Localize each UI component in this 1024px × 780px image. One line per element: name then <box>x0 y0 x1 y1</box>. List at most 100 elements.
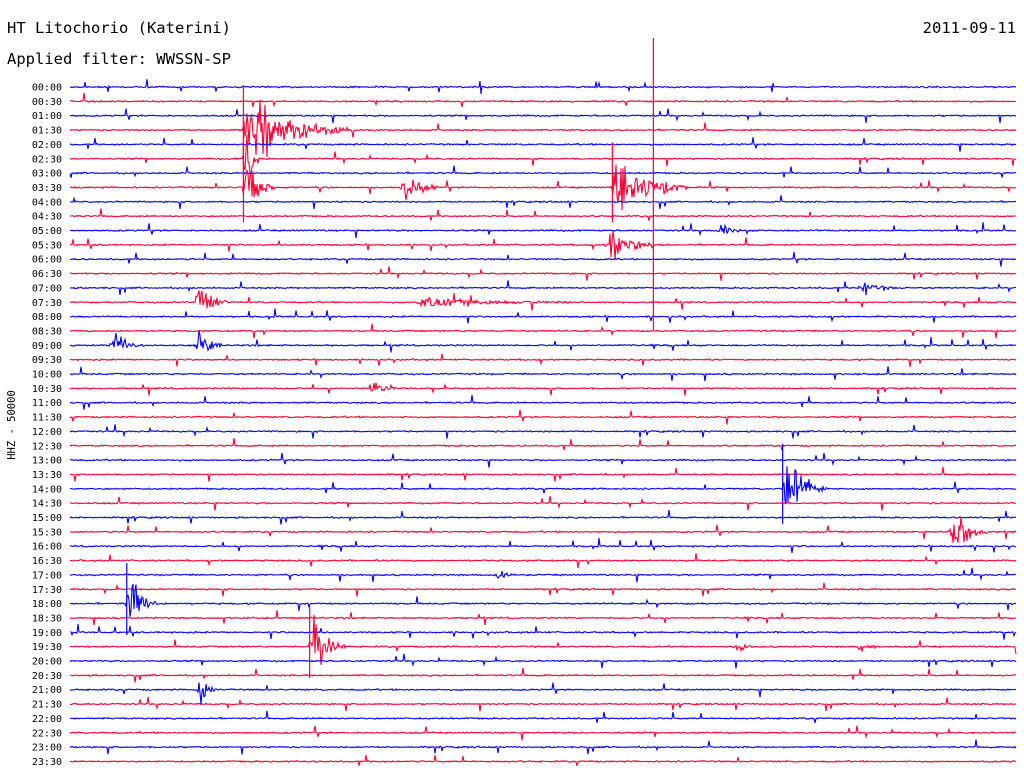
trace-line <box>69 137 1017 152</box>
row-time-label: 08:30 <box>32 326 62 337</box>
trace-line <box>69 409 1017 425</box>
row-time-label: 22:00 <box>32 714 62 725</box>
trace-line <box>69 366 1017 382</box>
row-time-label: 11:00 <box>32 398 62 409</box>
row-time-label: 10:00 <box>32 370 62 381</box>
row-time-label: 02:30 <box>32 154 62 165</box>
trace-line <box>69 667 1017 683</box>
trace-line <box>69 251 1017 267</box>
row-time-label: 16:00 <box>32 542 62 553</box>
trace-line <box>69 509 1017 525</box>
row-time-label: 23:30 <box>32 757 62 768</box>
trace-line <box>69 624 1017 640</box>
trace-line <box>69 567 1017 583</box>
trace-line <box>69 696 1017 712</box>
trace-line <box>69 466 1017 505</box>
row-time-label: 13:00 <box>32 456 62 467</box>
row-time-label: 14:30 <box>32 499 62 510</box>
row-time-label: 15:30 <box>32 527 62 538</box>
trace-line <box>69 266 1017 281</box>
trace-line <box>69 582 1017 597</box>
row-time-label: 18:30 <box>32 613 62 624</box>
trace-line <box>69 537 1017 554</box>
row-time-label: 01:00 <box>32 111 62 122</box>
row-time-label: 09:30 <box>32 355 62 366</box>
trace-line <box>69 79 1017 95</box>
trace-group <box>69 38 1017 767</box>
trace-line <box>69 134 1017 177</box>
row-time-label: 04:30 <box>32 212 62 223</box>
row-time-label: 04:00 <box>32 197 62 208</box>
row-time-label: 11:30 <box>32 413 62 424</box>
station-title: HT Litochorio (Katerini) <box>7 19 231 37</box>
row-time-label: 23:00 <box>32 743 62 754</box>
row-time-label: 14:00 <box>32 484 62 495</box>
trace-line <box>69 108 1017 124</box>
trace-line <box>69 208 1017 221</box>
trace-line <box>69 165 1017 178</box>
row-time-label: 19:00 <box>32 628 62 639</box>
trace-line <box>69 452 1017 468</box>
row-time-label: 06:30 <box>32 269 62 280</box>
trace-line <box>69 553 1017 568</box>
trace-line <box>69 99 1017 157</box>
trace-line <box>69 280 1017 296</box>
row-time-label: 16:30 <box>32 556 62 567</box>
row-time-label: 07:00 <box>32 283 62 294</box>
trace-line <box>69 466 1017 482</box>
row-time-label: 05:30 <box>32 240 62 251</box>
y-axis-label: HHZ - 50000 <box>6 390 18 460</box>
row-time-label: 01:30 <box>32 126 62 137</box>
trace-line <box>69 395 1017 410</box>
row-time-label: 06:00 <box>32 255 62 266</box>
trace-line <box>69 353 1017 368</box>
row-time-label: 13:30 <box>32 470 62 481</box>
row-time-label: 21:00 <box>32 685 62 696</box>
trace-line <box>69 330 1017 353</box>
row-time-label: 18:00 <box>32 599 62 610</box>
trace-line <box>69 308 1017 324</box>
row-time-label: 17:30 <box>32 585 62 596</box>
trace-line <box>69 323 1017 339</box>
trace-line <box>69 682 1017 705</box>
row-time-label: 00:30 <box>32 97 62 108</box>
date-label: 2011-09-11 <box>922 19 1016 37</box>
trace-line <box>69 164 1017 211</box>
trace-line <box>69 195 1017 210</box>
trace-line <box>69 653 1017 669</box>
trace-line <box>69 438 1017 451</box>
row-time-label: 12:00 <box>32 427 62 438</box>
trace-line <box>69 231 1017 261</box>
row-time-label: 03:30 <box>32 183 62 194</box>
row-time-label: 17:00 <box>32 570 62 581</box>
row-time-label: 10:30 <box>32 384 62 395</box>
filter-label: Applied filter: WWSSN-SP <box>7 50 231 68</box>
trace-line <box>69 610 1017 626</box>
row-time-label: 12:30 <box>32 441 62 452</box>
row-time-label: 02:00 <box>32 140 62 151</box>
row-time-label: 20:00 <box>32 657 62 668</box>
trace-line <box>69 222 1017 239</box>
row-time-label: 09:00 <box>32 341 62 352</box>
trace-line <box>69 614 1017 665</box>
trace-line <box>69 382 1017 396</box>
trace-line <box>69 516 1017 543</box>
row-time-label: 00:00 <box>32 83 62 94</box>
time-label-group: 00:00 00:30 01:00 01:30 02:00 02:30 03:00 03:30… <box>32 83 62 768</box>
trace-line <box>69 290 1017 311</box>
row-time-label: 20:30 <box>32 671 62 682</box>
trace-line <box>69 710 1017 723</box>
row-time-label: 05:00 <box>32 226 62 237</box>
trace-line <box>69 754 1017 767</box>
trace-line <box>69 583 1017 617</box>
row-time-label: 07:30 <box>32 298 62 309</box>
row-time-label: 22:30 <box>32 728 62 739</box>
trace-line <box>69 424 1017 439</box>
row-time-label: 03:00 <box>32 169 62 180</box>
row-time-label: 19:30 <box>32 642 62 653</box>
trace-line <box>69 725 1017 741</box>
trace-line <box>69 495 1017 511</box>
trace-line <box>69 739 1017 755</box>
row-time-label: 15:00 <box>32 513 62 524</box>
